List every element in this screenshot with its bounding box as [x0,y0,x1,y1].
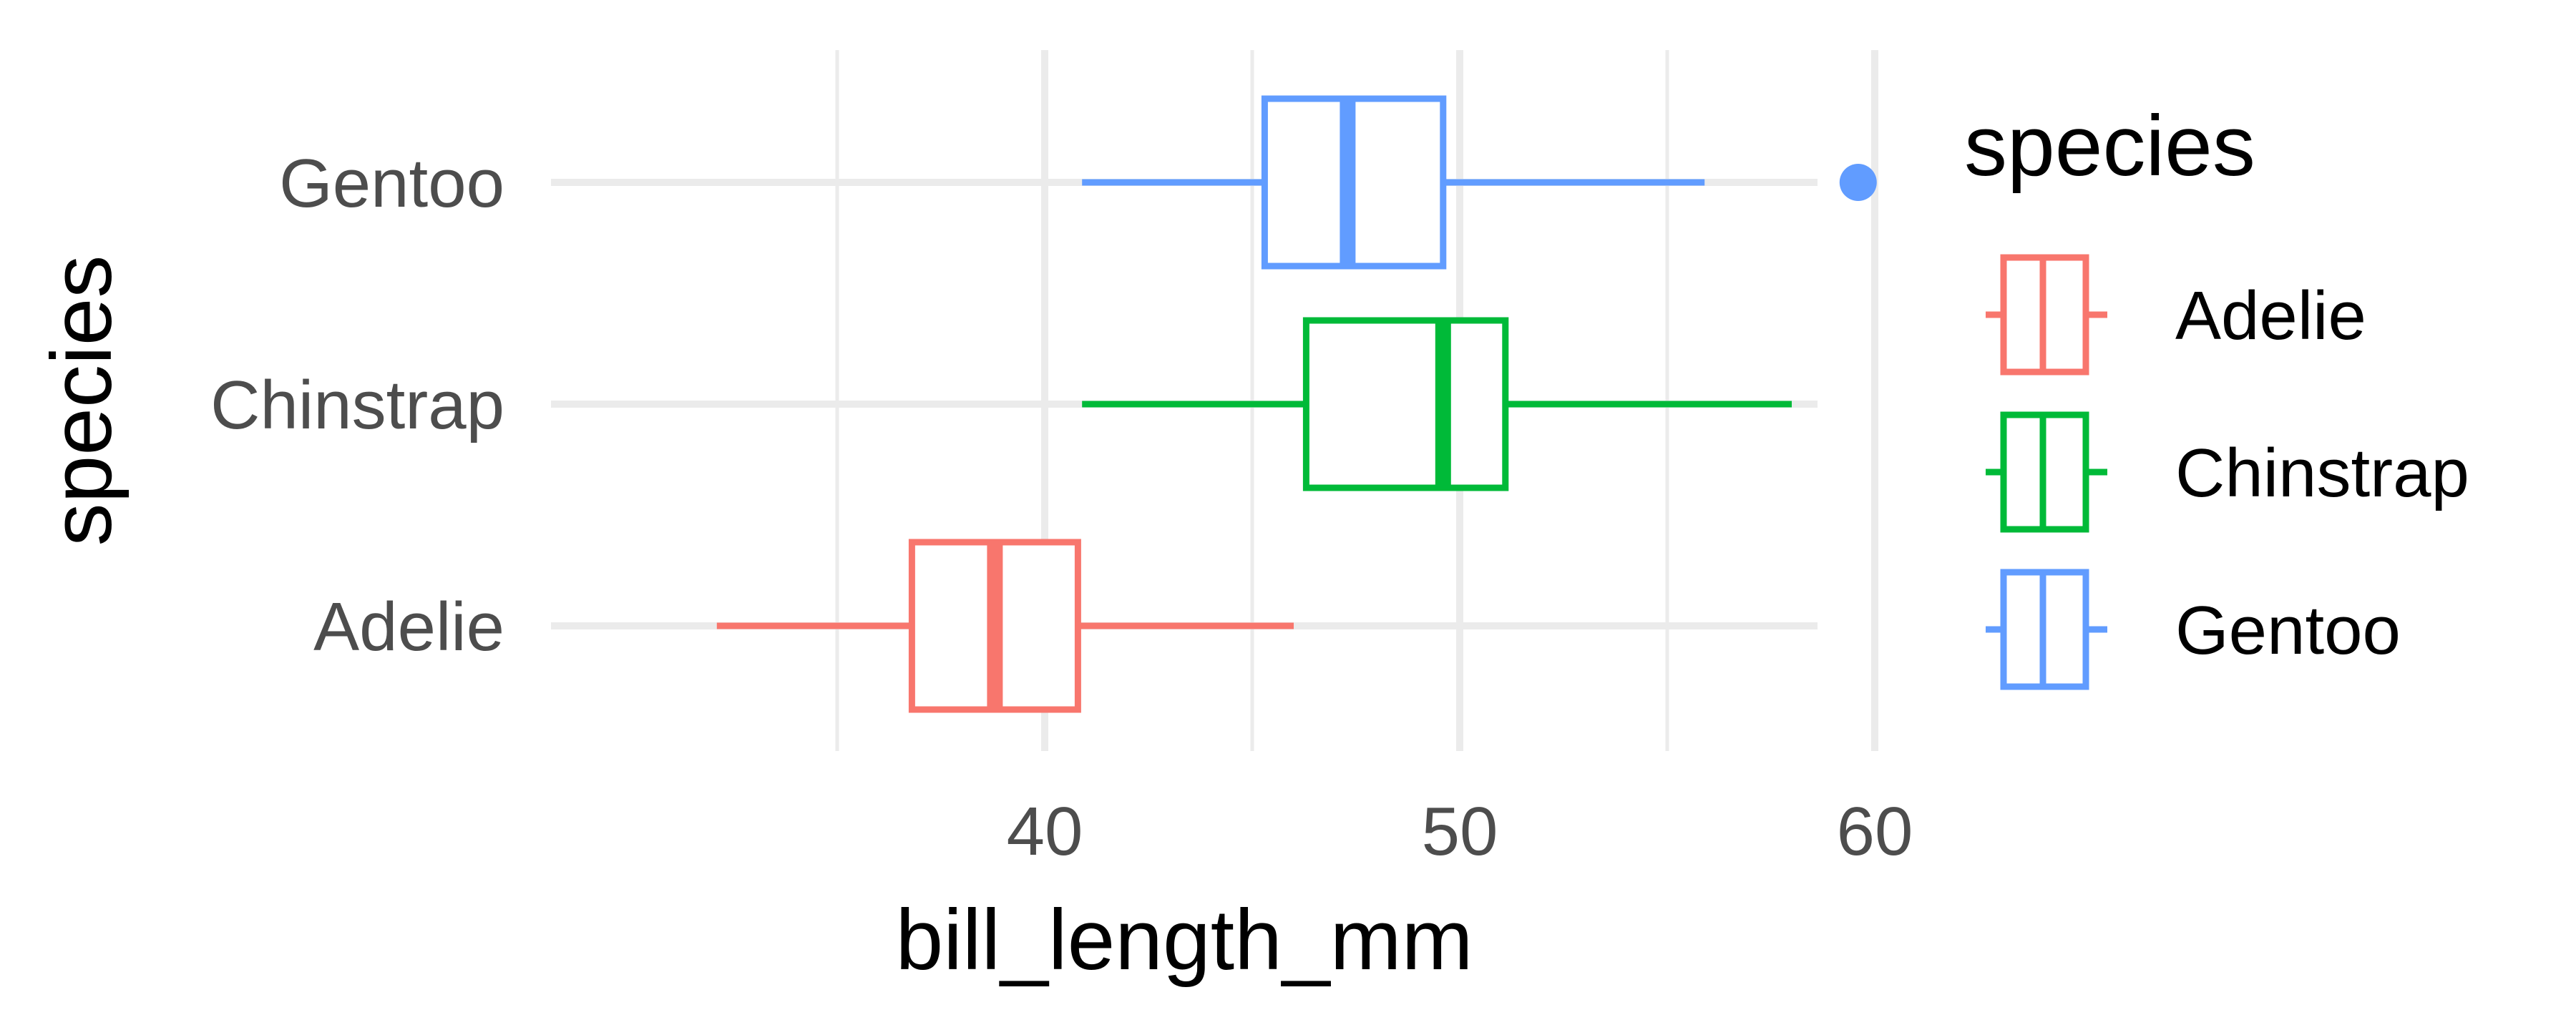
legend: species Adelie Chinstrap Gentoo [1964,98,2469,690]
box-chinstrap [1082,317,1792,491]
boxes [716,95,1877,713]
x-tick-label: 60 [1837,793,1913,870]
y-tick-label-chinstrap: Chinstrap [210,367,504,443]
x-axis-title: bill_length_mm [895,892,1473,988]
legend-key-chinstrap: Chinstrap [1986,411,2469,533]
x-axis-tick-labels: 40 50 60 [1007,793,1913,870]
outlier-point [1839,164,1877,201]
y-axis-tick-labels: Adelie Chinstrap Gentoo [210,145,504,665]
box-adelie [716,539,1294,713]
x-tick-label: 40 [1007,793,1083,870]
legend-label: Chinstrap [2175,435,2469,511]
y-tick-label-adelie: Adelie [313,589,504,665]
grid [551,50,1878,751]
x-tick-label: 50 [1422,793,1498,870]
legend-title: species [1964,98,2255,194]
legend-key-adelie: Adelie [1986,254,2366,376]
iqr-box [1302,317,1509,491]
legend-label: Gentoo [2175,592,2401,669]
y-tick-label-gentoo: Gentoo [279,145,504,222]
legend-label: Adelie [2175,278,2366,354]
legend-keys: Adelie Chinstrap Gentoo [1986,254,2469,690]
y-axis-title: species [34,255,130,546]
legend-key-gentoo: Gentoo [1986,569,2401,690]
box-gentoo [1082,95,1877,270]
